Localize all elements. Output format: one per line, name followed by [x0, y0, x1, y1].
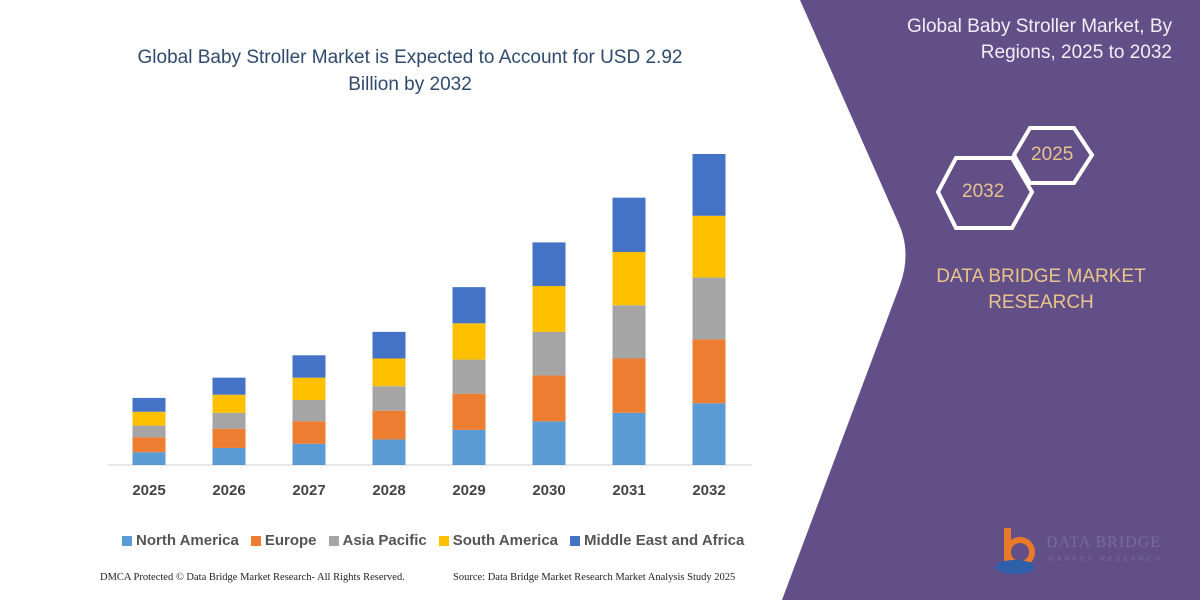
bar-segment-2025-middle-east-and-africa: [132, 397, 166, 412]
x-tick-label: 2026: [212, 482, 245, 499]
bar-segment-2031-europe: [612, 358, 646, 413]
x-tick-label: 2030: [532, 482, 565, 499]
legend: North America Europe Asia Pacific South …: [122, 532, 744, 549]
legend-label: Middle East and Africa: [584, 532, 745, 549]
legend-swatch: [438, 535, 449, 546]
bar-segment-2026-asia-pacific: [212, 412, 246, 429]
hex-label-2032: 2032: [962, 181, 1005, 202]
legend-label: Europe: [264, 532, 317, 549]
panel-title: Global Baby Stroller Market, By Regions,…: [906, 16, 1172, 63]
stacked-bar-chart: 2025 2026 2027 2028 2029 2030 2031 2032: [108, 154, 752, 499]
legend-item-south-america: South America: [438, 532, 559, 549]
legend-item-mea: Middle East and Africa: [570, 532, 744, 549]
hexagon-2032: [935, 156, 1035, 230]
bar-segment-2031-middle-east-and-africa: [612, 197, 646, 252]
chart-title: Global Baby Stroller Market is Expected …: [137, 47, 683, 95]
bar-segment-2029-europe: [452, 393, 486, 430]
logo-icon: [995, 528, 1035, 574]
logo-text: DATA BRIDGE: [1046, 534, 1162, 551]
bar-segment-2029-south-america: [452, 323, 486, 360]
x-tick-label: 2025: [132, 482, 165, 499]
bar-segment-2028-middle-east-and-africa: [372, 331, 406, 359]
bar-segment-2028-europe: [372, 410, 406, 440]
bar-segment-2030-south-america: [532, 286, 566, 332]
bar-segment-2032-middle-east-and-africa: [692, 154, 726, 216]
x-tick-label: 2031: [612, 482, 645, 499]
bar-segment-2028-asia-pacific: [372, 386, 406, 411]
legend-item-europe: Europe: [250, 532, 317, 549]
bar-segment-2028-north-america: [372, 439, 406, 465]
bar-segment-2027-middle-east-and-africa: [292, 355, 326, 378]
bar-segment-2025-europe: [132, 437, 166, 453]
logo-subtext: MARKET RESEARCH: [1048, 556, 1163, 563]
bar-segment-2031-south-america: [612, 251, 646, 306]
bar-segment-2026-south-america: [212, 394, 246, 413]
brand-name: DATA BRIDGE MARKET RESEARCH: [936, 266, 1146, 313]
legend-swatch: [328, 535, 339, 546]
bar-segment-2030-europe: [532, 375, 566, 422]
bar-segment-2025-asia-pacific: [132, 425, 166, 438]
legend-label: South America: [452, 532, 559, 549]
bar-segment-2032-north-america: [692, 403, 726, 465]
source-note: Source: Data Bridge Market Research Mark…: [453, 572, 736, 583]
side-panel: [782, 0, 1200, 600]
bar-segment-2031-north-america: [612, 412, 646, 465]
legend-item-north-america: North America: [122, 532, 239, 549]
legend-item-asia-pacific: Asia Pacific: [328, 532, 427, 549]
x-tick-label: 2027: [292, 482, 325, 499]
hex-label-2025: 2025: [1031, 144, 1074, 165]
bar-segment-2026-middle-east-and-africa: [212, 377, 246, 395]
bar-segment-2029-middle-east-and-africa: [452, 287, 486, 324]
bar-segment-2025-north-america: [132, 452, 166, 465]
copyright-note: DMCA Protected © Data Bridge Market Rese…: [100, 572, 405, 583]
legend-label: Asia Pacific: [342, 532, 427, 549]
bar-segment-2029-north-america: [452, 429, 486, 465]
bar-segment-2030-middle-east-and-africa: [532, 242, 566, 287]
bar-segment-2030-north-america: [532, 421, 566, 465]
legend-swatch: [250, 535, 261, 546]
bar-segment-2026-north-america: [212, 447, 246, 465]
bar-segment-2032-asia-pacific: [692, 277, 726, 340]
x-tick-label: 2028: [372, 482, 405, 499]
x-tick-label: 2032: [692, 482, 725, 499]
bar-segment-2027-asia-pacific: [292, 400, 326, 422]
x-tick-label: 2029: [452, 482, 485, 499]
hexagon-2025: [1011, 126, 1095, 185]
bar-segment-2030-asia-pacific: [532, 331, 566, 376]
legend-swatch: [570, 535, 581, 546]
bar-segment-2032-south-america: [692, 215, 726, 278]
legend-swatch: [122, 535, 132, 546]
bar-segment-2027-north-america: [292, 443, 326, 465]
bar-segment-2028-south-america: [372, 358, 406, 387]
bar-segment-2029-asia-pacific: [452, 359, 486, 394]
bar-segment-2025-south-america: [132, 411, 166, 426]
bar-segment-2027-south-america: [292, 377, 326, 401]
bar-segment-2032-europe: [692, 339, 726, 404]
legend-label: North America: [136, 532, 239, 549]
bar-segment-2031-asia-pacific: [612, 305, 646, 359]
bar-segment-2026-europe: [212, 428, 246, 448]
bar-segment-2027-europe: [292, 421, 326, 444]
